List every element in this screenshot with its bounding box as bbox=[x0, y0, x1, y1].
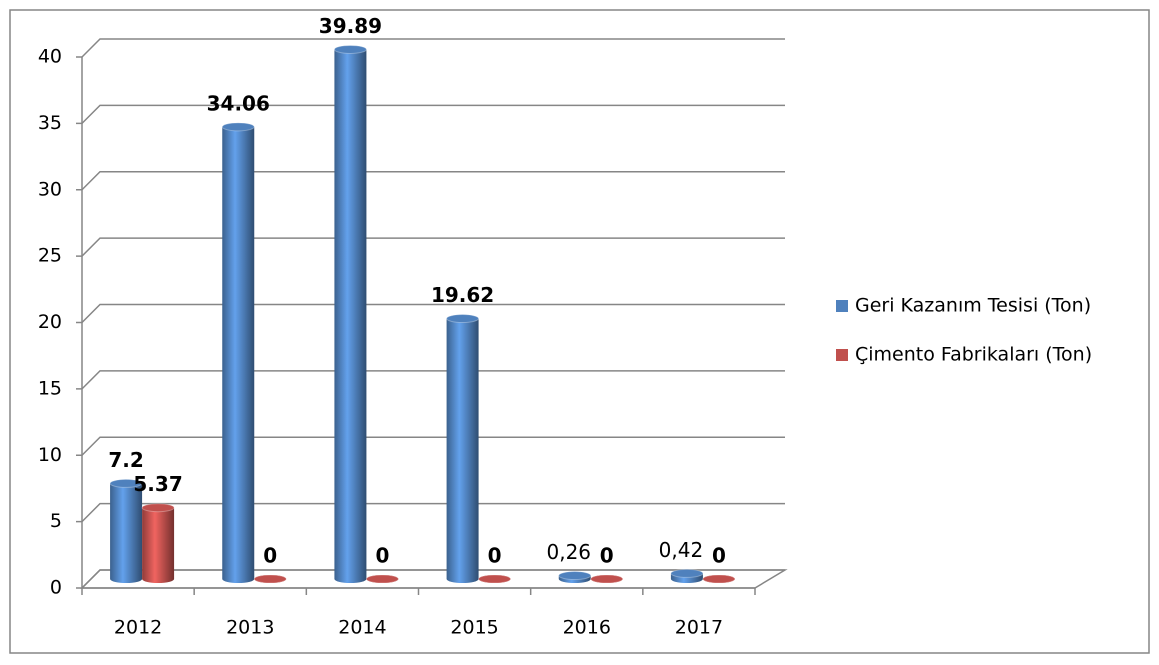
data-label: 5.37 bbox=[133, 472, 182, 496]
bar-body bbox=[110, 483, 143, 583]
bar-cap bbox=[590, 574, 624, 584]
legend-swatch bbox=[836, 300, 848, 312]
grid-line bbox=[81, 38, 785, 58]
bar-cap bbox=[670, 568, 704, 578]
x-tick-label: 2017 bbox=[675, 617, 723, 639]
data-label: 0 bbox=[375, 544, 389, 568]
legend-swatch bbox=[836, 349, 848, 361]
x-tick-label: 2013 bbox=[226, 617, 274, 639]
y-tick-label: 20 bbox=[38, 311, 62, 333]
bar bbox=[478, 574, 512, 584]
data-label: 34.06 bbox=[207, 91, 270, 115]
y-tick-label: 0 bbox=[50, 577, 62, 599]
bar bbox=[590, 574, 624, 584]
y-tick-label: 30 bbox=[38, 178, 62, 200]
y-tick-label: 5 bbox=[50, 510, 62, 532]
bar bbox=[109, 478, 143, 583]
grid-line bbox=[81, 303, 785, 324]
x-tick-label: 2012 bbox=[114, 617, 162, 639]
bar-body bbox=[142, 507, 175, 583]
chart-border bbox=[9, 9, 1150, 654]
bar-cap bbox=[558, 571, 592, 581]
bar bbox=[253, 574, 287, 584]
bar-body bbox=[446, 318, 479, 583]
bar-body bbox=[334, 49, 367, 583]
grid-line bbox=[81, 370, 785, 390]
bar bbox=[446, 314, 480, 583]
bar-cap bbox=[141, 503, 175, 513]
data-label: 0 bbox=[488, 544, 502, 568]
bar-cap bbox=[702, 574, 736, 584]
legend-label: Geri Kazanım Tesisi (Ton) bbox=[855, 295, 1091, 317]
grid-line bbox=[81, 502, 785, 523]
legend-label: Çimento Fabrikaları (Ton) bbox=[855, 344, 1092, 366]
bar-cap bbox=[365, 574, 399, 584]
y-tick-label: 40 bbox=[38, 46, 62, 68]
data-label: 0 bbox=[712, 544, 726, 568]
bar bbox=[558, 571, 592, 583]
data-label: 0 bbox=[263, 544, 277, 568]
data-label: 0,26 bbox=[546, 540, 591, 564]
bar bbox=[670, 568, 704, 583]
grid-line bbox=[81, 569, 785, 589]
bar-cap bbox=[221, 122, 255, 132]
data-label: 7.2 bbox=[108, 448, 143, 472]
y-tick-label: 15 bbox=[38, 377, 62, 399]
x-tick-label: 2015 bbox=[450, 617, 498, 639]
bar bbox=[702, 574, 736, 584]
bar-body bbox=[222, 126, 255, 583]
grid-line bbox=[81, 171, 785, 191]
bar-cap bbox=[478, 574, 512, 584]
y-tick-label: 35 bbox=[38, 112, 62, 134]
x-tick-label: 2016 bbox=[563, 617, 611, 639]
y-tick-label: 25 bbox=[38, 245, 62, 267]
bar-cap bbox=[253, 574, 287, 584]
grid-line bbox=[81, 237, 785, 257]
data-label: 0,42 bbox=[659, 538, 704, 562]
data-label: 19.62 bbox=[431, 283, 494, 307]
x-tick-label: 2014 bbox=[338, 617, 386, 639]
bar-cap bbox=[446, 314, 480, 324]
grid-line bbox=[81, 104, 785, 124]
bar-cap bbox=[333, 44, 367, 54]
data-label: 0 bbox=[600, 544, 614, 568]
grid-line bbox=[81, 436, 785, 456]
y-tick-label: 10 bbox=[38, 444, 62, 466]
bar-cap bbox=[109, 478, 143, 488]
bar bbox=[365, 574, 399, 584]
bar bbox=[333, 44, 367, 583]
data-label: 39.89 bbox=[319, 14, 382, 38]
bar bbox=[141, 503, 175, 583]
bar bbox=[221, 122, 255, 583]
